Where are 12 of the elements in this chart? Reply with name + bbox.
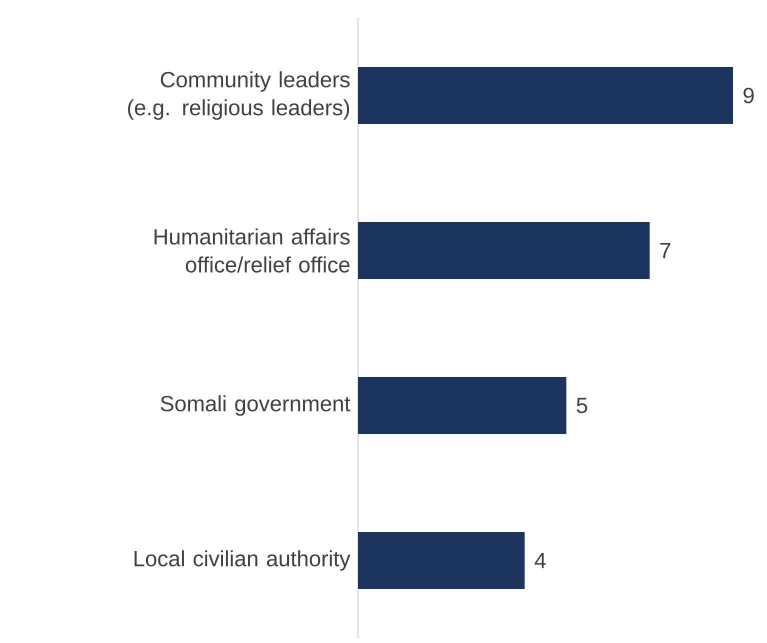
y-tick-label: Local civilian authority xyxy=(134,550,350,571)
y-tick-label: Community leaders (e.g. religious leaders) xyxy=(128,71,350,120)
bar xyxy=(358,377,566,434)
data-label: 9 xyxy=(744,88,754,104)
bar xyxy=(358,67,733,124)
data-label: 4 xyxy=(534,552,546,568)
bar xyxy=(358,532,525,590)
data-label: 5 xyxy=(576,398,588,414)
y-tick-label: Somali government xyxy=(160,395,350,416)
y-tick-label: Humanitarian affairs office/relief office xyxy=(154,228,350,273)
bar xyxy=(358,222,650,280)
data-label: 7 xyxy=(660,242,670,258)
